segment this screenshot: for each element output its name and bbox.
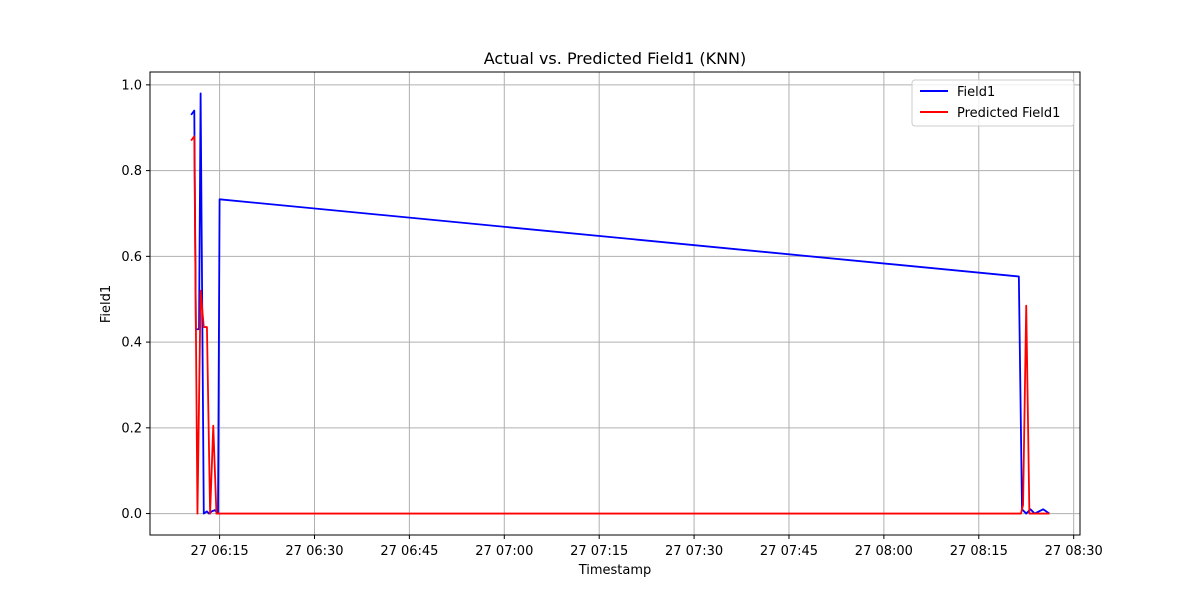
x-tick-label: 27 08:15 [950,544,1008,559]
legend-label-field1: Field1 [957,85,995,100]
y-tick-label: 0.2 [121,421,142,436]
x-tick-label: 27 07:45 [760,544,818,559]
y-tick-label: 1.0 [121,78,142,93]
y-tick-label: 0.6 [121,250,142,265]
x-tick-label: 27 06:15 [191,544,249,559]
x-tick-label: 27 08:30 [1045,544,1103,559]
y-tick-label: 0.8 [121,164,142,179]
x-tick-label: 27 06:30 [285,544,343,559]
x-tick-label: 27 07:15 [570,544,628,559]
x-tick-label: 27 08:00 [855,544,913,559]
series-line-predicted-field1 [190,135,1050,515]
y-axis-label: Field1 [99,285,114,323]
chart-title: Actual vs. Predicted Field1 (KNN) [484,49,747,68]
legend-label-predicted-field1: Predicted Field1 [957,106,1060,121]
y-tick-label: 0.4 [121,336,142,351]
legend: Field1 Predicted Field1 [911,79,1075,127]
y-axis: 0.0 0.2 0.4 0.6 0.8 1.0 [121,78,150,522]
axes-frame [149,71,1081,536]
x-tick-label: 27 07:30 [665,544,723,559]
x-tick-label: 27 06:45 [380,544,438,559]
x-axis: 27 06:15 27 06:30 27 06:45 27 07:00 27 07:15… [191,535,1103,559]
plot-area [190,92,1050,515]
y-tick-label: 0.0 [121,507,142,522]
x-tick-label: 27 07:00 [475,544,533,559]
x-axis-label: Timestamp [578,563,652,578]
legend-box [911,79,1075,127]
